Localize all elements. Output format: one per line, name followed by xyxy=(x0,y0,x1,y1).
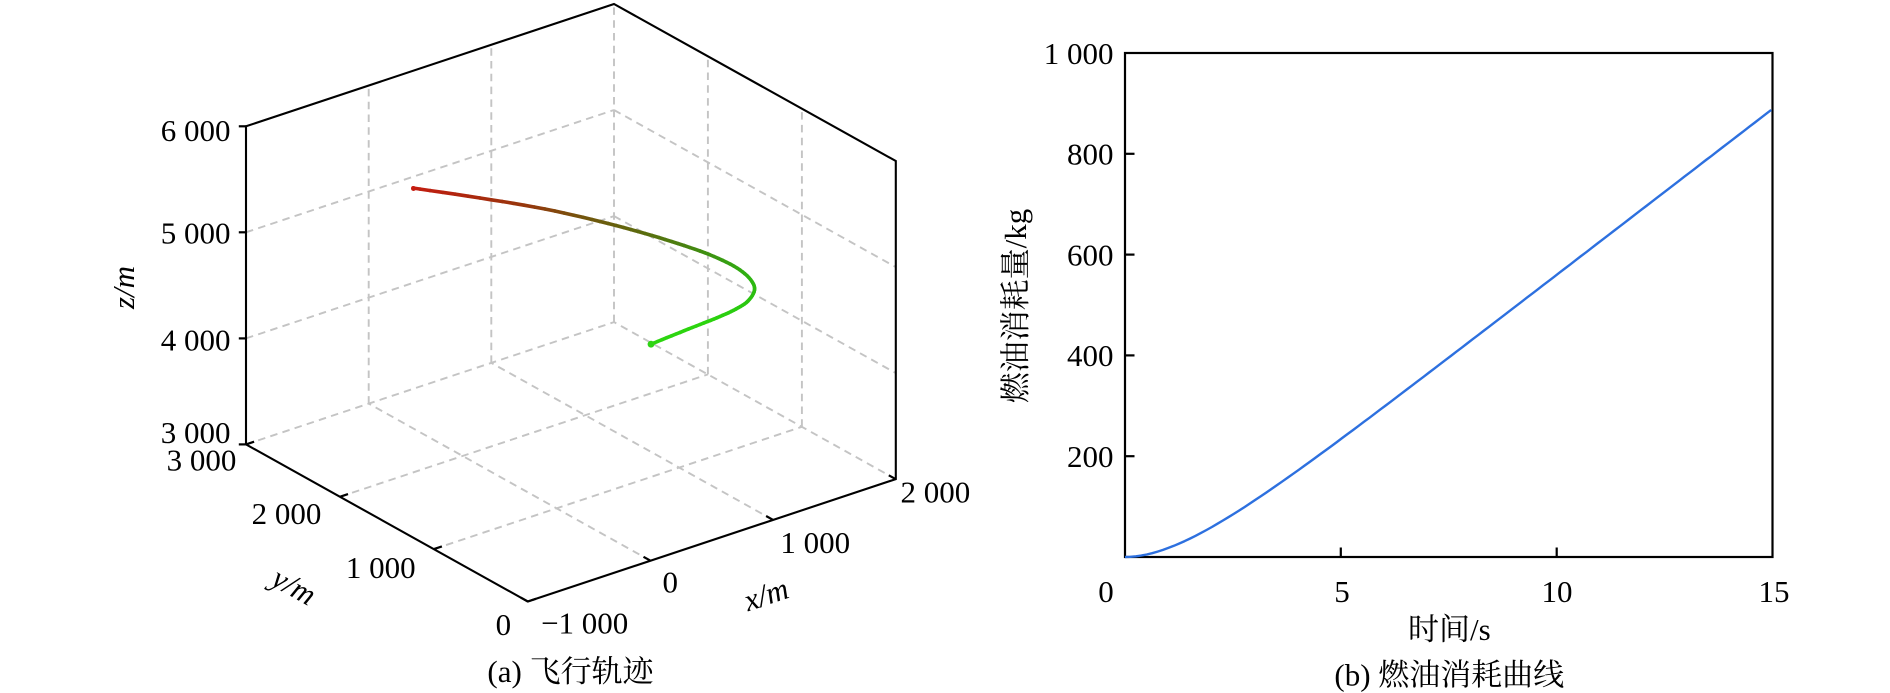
svg-text:3 000: 3 000 xyxy=(161,415,231,450)
svg-text:y/m: y/m xyxy=(263,558,322,612)
svg-text:/s: /s xyxy=(1470,612,1491,647)
svg-text:5 000: 5 000 xyxy=(161,216,231,251)
svg-text:1 000: 1 000 xyxy=(780,525,850,560)
svg-text:2 000: 2 000 xyxy=(252,496,322,531)
svg-text:0: 0 xyxy=(1098,574,1114,609)
svg-text:0: 0 xyxy=(496,607,512,642)
svg-text:800: 800 xyxy=(1067,137,1114,172)
svg-text:15: 15 xyxy=(1759,574,1790,609)
svg-text:z/m: z/m xyxy=(106,266,141,310)
svg-text:6 000: 6 000 xyxy=(161,113,231,148)
svg-text:/kg: /kg xyxy=(998,209,1033,249)
svg-text:200: 200 xyxy=(1067,439,1114,474)
svg-text:5: 5 xyxy=(1334,574,1350,609)
svg-text:−1 000: −1 000 xyxy=(541,606,628,641)
svg-text:600: 600 xyxy=(1067,237,1114,272)
svg-text:1 000: 1 000 xyxy=(346,550,416,585)
svg-text:1 000: 1 000 xyxy=(1044,36,1114,71)
svg-text:(a): (a) xyxy=(487,654,521,689)
svg-text:x/m: x/m xyxy=(738,571,792,619)
svg-text:10: 10 xyxy=(1542,574,1573,609)
svg-text:3 000: 3 000 xyxy=(167,442,237,477)
svg-text:2 000: 2 000 xyxy=(901,475,971,510)
svg-text:(b): (b) xyxy=(1334,657,1370,692)
svg-text:4 000: 4 000 xyxy=(161,323,231,358)
svg-text:400: 400 xyxy=(1067,338,1114,373)
svg-text:0: 0 xyxy=(662,564,678,599)
